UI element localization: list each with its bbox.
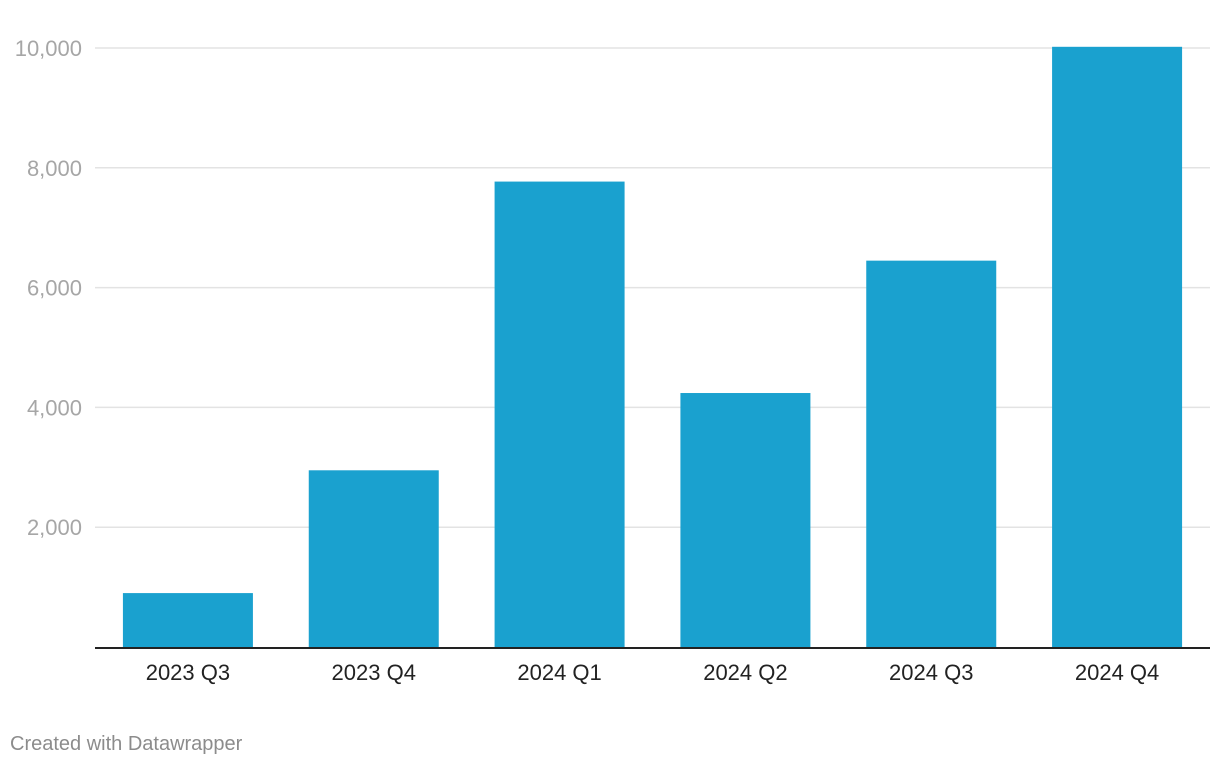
bar xyxy=(1052,46,1183,647)
x-tick-label: 2023 Q4 xyxy=(332,660,416,685)
y-tick-label: 6,000 xyxy=(27,276,82,301)
x-tick-label: 2024 Q2 xyxy=(703,660,787,685)
y-tick-label: 2,000 xyxy=(27,515,82,540)
y-tick-label: 10,000 xyxy=(15,36,82,61)
bars xyxy=(122,46,1183,647)
bar xyxy=(680,393,811,647)
x-axis-tick-labels: 2023 Q3 2023 Q4 2024 Q1 2024 Q2 2024 Q3 2024 … xyxy=(146,660,1160,685)
y-tick-label: 8,000 xyxy=(27,156,82,181)
bar xyxy=(122,593,253,647)
x-tick-label: 2024 Q4 xyxy=(1075,660,1159,685)
y-tick-label: 4,000 xyxy=(27,395,82,420)
y-axis-tick-labels: 2,000 4,000 6,000 8,000 10,000 xyxy=(15,36,82,540)
bar xyxy=(308,470,439,647)
bar xyxy=(866,260,997,647)
x-tick-label: 2023 Q3 xyxy=(146,660,230,685)
datawrapper-credit: Created with Datawrapper xyxy=(10,733,243,755)
x-tick-label: 2024 Q1 xyxy=(517,660,601,685)
x-tick-label: 2024 Q3 xyxy=(889,660,973,685)
gridlines xyxy=(95,47,1210,528)
bar xyxy=(494,181,625,647)
